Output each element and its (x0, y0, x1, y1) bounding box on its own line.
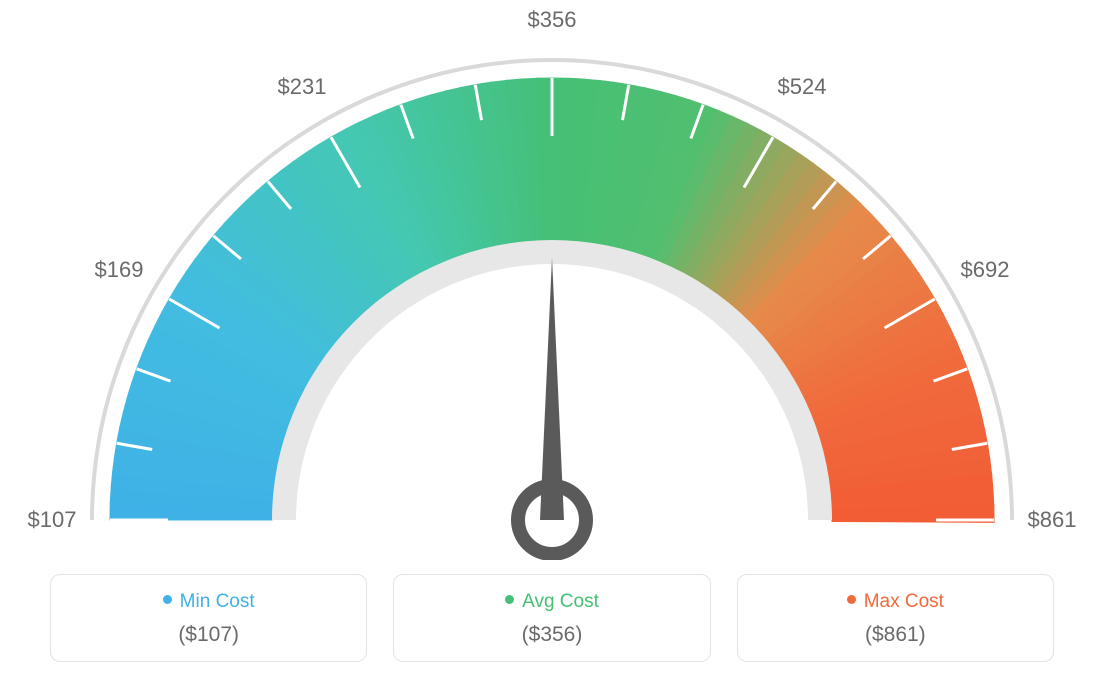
max-cost-dot-icon (847, 595, 856, 604)
gauge-tick-label: $692 (961, 257, 1010, 283)
gauge-tick-label: $861 (1028, 507, 1077, 533)
min-cost-value: ($107) (61, 623, 356, 647)
avg-cost-card: Avg Cost ($356) (393, 574, 710, 662)
gauge-tick-label: $524 (778, 74, 827, 100)
gauge-area: $107 $169 $231 $356 $524 $692 $861 (0, 0, 1104, 560)
gauge-tick-label: $107 (28, 507, 77, 533)
gauge-tick-label: $231 (278, 74, 327, 100)
max-cost-label: Max Cost (748, 591, 1043, 613)
min-cost-label: Min Cost (61, 591, 356, 613)
avg-cost-dot-icon (505, 595, 514, 604)
max-cost-value: ($861) (748, 623, 1043, 647)
min-cost-label-text: Min Cost (180, 591, 255, 612)
avg-cost-label: Avg Cost (404, 591, 699, 613)
summary-cards: Min Cost ($107) Avg Cost ($356) Max Cost… (50, 574, 1054, 662)
gauge-svg (0, 0, 1104, 560)
max-cost-card: Max Cost ($861) (737, 574, 1054, 662)
avg-cost-label-text: Avg Cost (522, 591, 599, 612)
cost-gauge-chart: $107 $169 $231 $356 $524 $692 $861 Min Cost ($… (0, 0, 1104, 690)
min-cost-dot-icon (163, 595, 172, 604)
avg-cost-value: ($356) (404, 623, 699, 647)
max-cost-label-text: Max Cost (864, 591, 944, 612)
min-cost-card: Min Cost ($107) (50, 574, 367, 662)
gauge-tick-label: $169 (95, 257, 144, 283)
gauge-tick-label: $356 (528, 7, 577, 33)
